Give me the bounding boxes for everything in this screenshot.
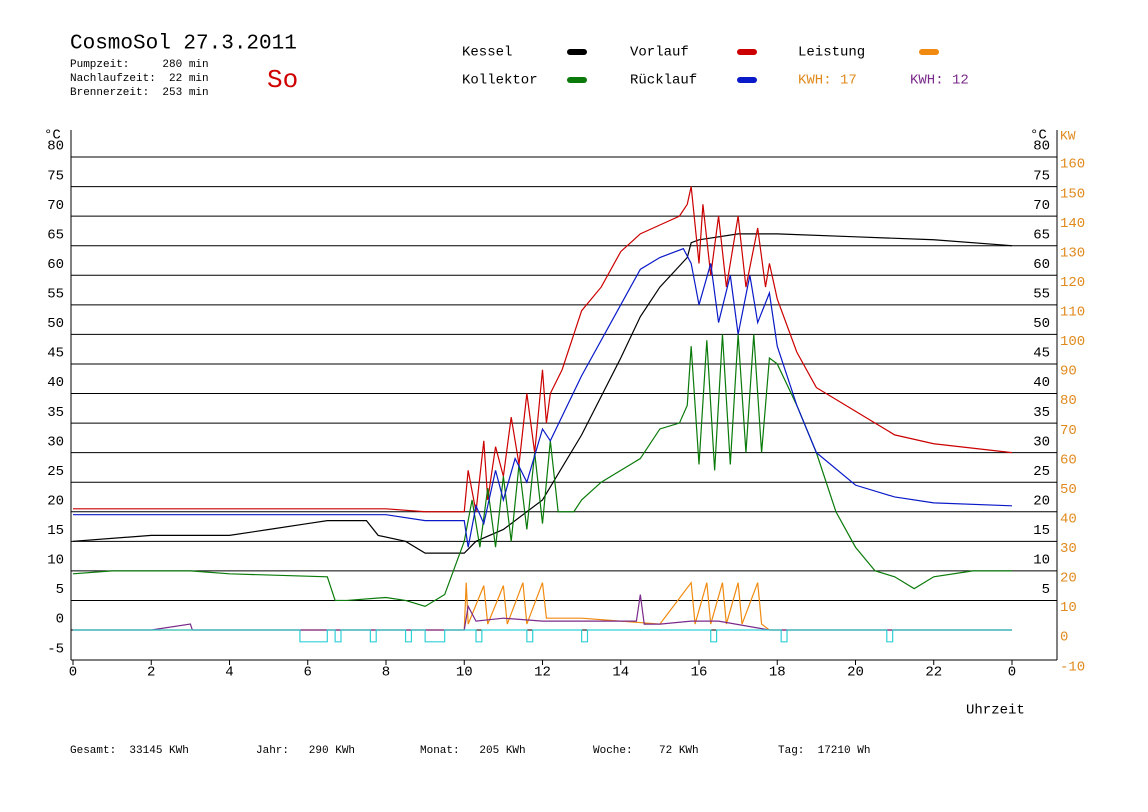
legend-label: Kollektor	[462, 73, 538, 89]
y-tick-label: 65	[47, 227, 64, 243]
annotation: KWH: 12	[910, 73, 969, 89]
y2-tick-label: 40	[1060, 511, 1077, 527]
y2-tick-label: 90	[1060, 364, 1077, 380]
y-tick-label: 25	[47, 464, 64, 480]
x-tick-label: 10	[456, 665, 473, 681]
y-tick-label-right: 45	[1033, 346, 1050, 362]
y-tick-label: 55	[47, 287, 64, 303]
y-tick-label-right: 60	[1033, 257, 1050, 273]
y-tick-label-right: 65	[1033, 227, 1050, 243]
y2-tick-label: 120	[1060, 275, 1085, 291]
y-tick-label: 40	[47, 375, 64, 391]
y-tick-label: 30	[47, 434, 64, 450]
x-tick-label: 4	[225, 665, 233, 681]
legend-label: Rücklauf	[630, 73, 697, 89]
y2-tick-label: 80	[1060, 393, 1077, 409]
y-tick-label: 10	[47, 553, 64, 569]
footer-text: Woche: 72 KWh	[593, 745, 699, 757]
footer-text: Monat: 205 KWh	[420, 745, 526, 757]
y2-tick-label: 160	[1060, 157, 1085, 173]
y-tick-label: 75	[47, 168, 64, 184]
y2-tick-label: 140	[1060, 216, 1085, 232]
y-tick-label-right: 5	[1042, 582, 1050, 598]
y2-tick-label: 60	[1060, 452, 1077, 468]
y-tick-label-right: 15	[1033, 523, 1050, 539]
y-tick-label-right: 35	[1033, 405, 1050, 421]
y-axis-label: °C	[44, 128, 61, 144]
series-line	[73, 247, 1013, 548]
y-tick-label-right: 55	[1033, 287, 1050, 303]
y-tick-label-right: 20	[1033, 493, 1050, 509]
footer-text: Gesamt: 33145 KWh	[70, 745, 189, 757]
info-text: Brennerzeit: 253 min	[70, 87, 209, 99]
footer-text: Tag: 17210 Wh	[778, 745, 870, 757]
x-tick-label: 18	[769, 665, 786, 681]
info-text: Pumpzeit: 280 min	[70, 59, 209, 71]
y-tick-label-right: 10	[1033, 553, 1050, 569]
y2-tick-label: 150	[1060, 186, 1085, 202]
y-tick-label: 60	[47, 257, 64, 273]
y2-tick-label: 100	[1060, 334, 1085, 350]
y2-tick-label: 30	[1060, 541, 1077, 557]
legend-label: Leistung	[798, 45, 865, 61]
series-line	[73, 186, 1013, 513]
annotation: KWH: 17	[798, 73, 857, 89]
y-tick-label: 70	[47, 198, 64, 214]
series-line	[73, 581, 1012, 631]
y-tick-label-right: 50	[1033, 316, 1050, 332]
y-tick-label: 20	[47, 493, 64, 509]
y-tick-label: 80	[47, 139, 64, 155]
x-tick-label: 12	[534, 665, 551, 681]
x-tick-label: 20	[847, 665, 864, 681]
y2-tick-label: -10	[1060, 659, 1085, 675]
y-tick-label: 5	[56, 582, 64, 598]
legend-label: Kessel	[462, 45, 512, 61]
x-tick-label: 0	[69, 665, 77, 681]
y-tick-label: 15	[47, 523, 64, 539]
day: So	[267, 65, 298, 95]
y2-tick-label: 70	[1060, 423, 1077, 439]
x-tick-label: 6	[304, 665, 312, 681]
y-tick-label: 45	[47, 346, 64, 362]
y-tick-label-right: 75	[1033, 168, 1050, 184]
y-tick-label: 50	[47, 316, 64, 332]
series-line	[73, 629, 1012, 643]
x-tick-label: 0	[1008, 665, 1016, 681]
y2-tick-label: 0	[1060, 630, 1068, 646]
legend-label: Vorlauf	[630, 45, 689, 61]
series-line	[72, 233, 1013, 554]
x-axis-label: Uhrzeit	[966, 703, 1025, 719]
x-tick-label: 2	[147, 665, 155, 681]
y-tick-label: 0	[56, 612, 64, 628]
y-tick-label-right: 25	[1033, 464, 1050, 480]
y2-tick-label: 110	[1060, 305, 1085, 321]
y-tick-label: 35	[47, 405, 64, 421]
x-tick-label: 22	[925, 665, 942, 681]
y2-tick-label: 20	[1060, 571, 1077, 587]
series-line	[73, 594, 1012, 631]
y-tick-label: -5	[47, 641, 64, 657]
y-tick-label-right: 30	[1033, 434, 1050, 450]
y-tick-label-right: 80	[1033, 139, 1050, 155]
x-tick-label: 14	[612, 665, 629, 681]
x-tick-label: 8	[382, 665, 390, 681]
y2-tick-label: 130	[1060, 245, 1085, 261]
y-axis-label-right: °C	[1030, 128, 1047, 144]
y-tick-label-right: 70	[1033, 198, 1050, 214]
y2-tick-label: 10	[1060, 600, 1077, 616]
y2-tick-label: 50	[1060, 482, 1077, 498]
footer-text: Jahr: 290 KWh	[256, 745, 355, 757]
y2-axis-label: KW	[1060, 128, 1076, 143]
info-text: Nachlaufzeit: 22 min	[70, 73, 209, 85]
y-tick-label-right: 40	[1033, 375, 1050, 391]
x-tick-label: 16	[691, 665, 708, 681]
chart-title: CosmoSol 27.3.2011	[70, 33, 297, 56]
